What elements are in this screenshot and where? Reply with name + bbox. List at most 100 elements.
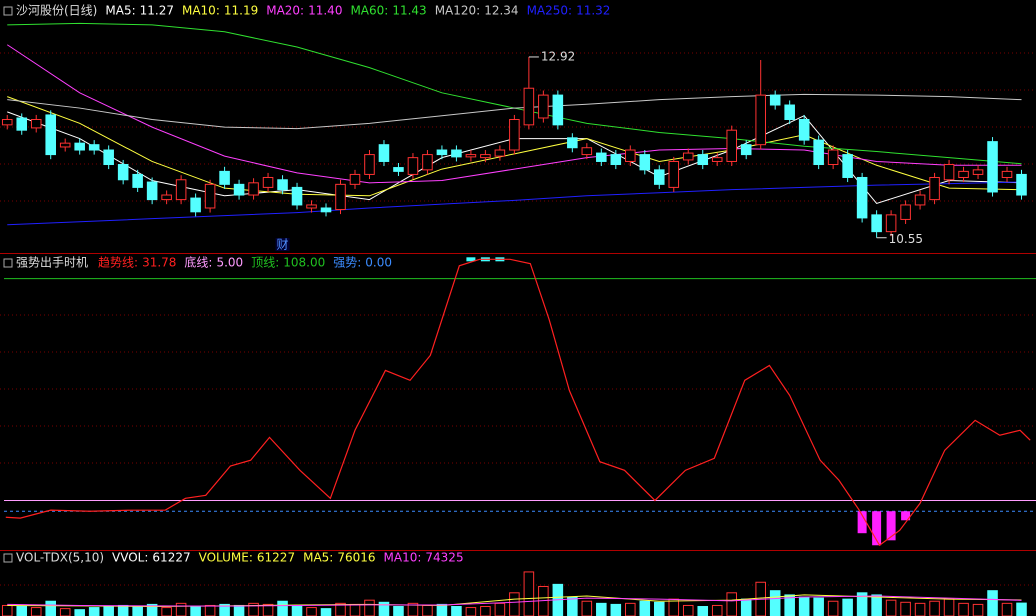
volume-bar xyxy=(117,604,129,616)
candle-body xyxy=(856,176,868,219)
volume-bar xyxy=(784,594,795,616)
volume-bar xyxy=(914,602,926,616)
volume-bar xyxy=(1,604,13,616)
candle-body xyxy=(407,157,419,175)
volume-bar xyxy=(653,601,665,616)
header-text: 61227 xyxy=(257,551,295,565)
candle-body xyxy=(233,183,245,196)
volume-bar xyxy=(74,609,85,616)
header-icon xyxy=(3,553,13,563)
candle-body xyxy=(769,94,781,106)
candle-body xyxy=(755,94,766,146)
volume-bar xyxy=(798,596,810,616)
volume-ma-line xyxy=(7,595,1022,607)
volume-bar xyxy=(900,601,911,616)
volume-bar xyxy=(871,594,882,616)
candle-body xyxy=(900,204,911,220)
volume-bar xyxy=(248,602,259,616)
header-text: 11.43 xyxy=(392,4,426,18)
volume-bar xyxy=(726,592,738,616)
volume-bar xyxy=(436,603,448,616)
candle-body xyxy=(30,119,42,129)
volume-bar xyxy=(958,602,969,616)
candle-body xyxy=(943,164,955,181)
header-text: MA120: xyxy=(435,4,481,18)
candle-body xyxy=(59,142,71,148)
volume-bar xyxy=(581,600,593,616)
volume-bar xyxy=(813,597,824,616)
header-icon xyxy=(3,258,13,268)
volume-bar xyxy=(132,606,143,616)
volume-bar xyxy=(291,604,303,616)
candle-body xyxy=(393,167,404,172)
volume-bar xyxy=(625,602,636,616)
candle-body xyxy=(958,170,969,178)
candle-body xyxy=(871,214,882,233)
volume-bar xyxy=(364,599,375,616)
volume-bar xyxy=(494,602,506,616)
candle-body xyxy=(248,182,259,196)
header-text: 11.32 xyxy=(576,4,610,18)
volume-bar xyxy=(856,592,868,616)
candle-body xyxy=(567,137,578,149)
header-text: 11.40 xyxy=(308,4,342,18)
candle-body xyxy=(103,149,114,166)
volume-bar xyxy=(88,607,100,616)
candle-body xyxy=(161,194,172,201)
header-text: 61227 xyxy=(152,551,190,565)
candle-body xyxy=(422,154,433,171)
candle-body xyxy=(349,173,361,185)
candle-body xyxy=(364,154,375,175)
candle-body xyxy=(451,149,462,158)
candle-body xyxy=(480,154,491,159)
candle-body xyxy=(596,152,607,162)
header-text: MA5: xyxy=(303,551,333,565)
volume-bar xyxy=(610,603,622,616)
volume-bar xyxy=(393,606,404,616)
volume-bar xyxy=(740,598,752,616)
volume-bar xyxy=(59,608,71,616)
volume-bar xyxy=(16,606,28,616)
volume-bar xyxy=(45,600,56,616)
header-text: 顶线: xyxy=(251,256,279,270)
header-text: 强势出手时机 xyxy=(16,256,88,270)
candle-body xyxy=(625,149,636,162)
header-icon xyxy=(3,6,13,16)
volume-bar xyxy=(697,606,709,616)
volume-bar xyxy=(929,600,940,616)
header-text: MA10: xyxy=(182,4,220,18)
volume-bar xyxy=(668,598,680,616)
header-text: MA20: xyxy=(266,4,304,18)
volume-bar xyxy=(30,607,42,616)
volume-bar xyxy=(943,598,955,616)
volume-bar xyxy=(596,602,607,616)
volume-bar xyxy=(509,592,520,616)
candle-body xyxy=(798,119,810,141)
signal-bar xyxy=(886,511,896,541)
candle-body xyxy=(509,119,520,151)
candle-body xyxy=(538,94,549,119)
candle-body xyxy=(45,114,56,156)
candle-body xyxy=(132,173,143,188)
volume-bar xyxy=(233,604,245,616)
volume-bar xyxy=(190,606,201,616)
volume-bar xyxy=(175,602,187,616)
volume-bar xyxy=(1001,602,1013,616)
layout xyxy=(0,52,1036,586)
volume-bar xyxy=(204,604,216,616)
volume-bar xyxy=(682,604,694,616)
candle-body xyxy=(335,183,346,211)
candle-body xyxy=(523,87,535,126)
header-text: 108.00 xyxy=(283,256,325,270)
volume-bar xyxy=(972,603,984,616)
header-text: VOLUME: xyxy=(199,551,253,565)
header-text: MA10: xyxy=(384,551,422,565)
volume-bar xyxy=(480,606,491,616)
candle-body xyxy=(842,154,853,178)
annotation-label: 12.92 xyxy=(541,49,575,63)
candle-body xyxy=(494,149,506,157)
header-text: 31.78 xyxy=(142,256,176,270)
candle-body xyxy=(306,204,317,209)
volume-bar xyxy=(711,604,723,616)
